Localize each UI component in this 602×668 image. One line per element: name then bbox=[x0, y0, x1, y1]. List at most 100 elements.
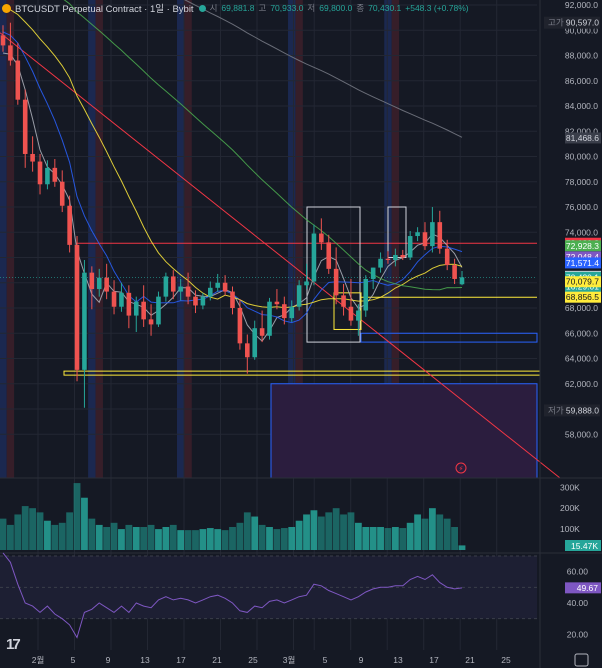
candle-body bbox=[311, 233, 317, 282]
candle bbox=[252, 320, 258, 360]
volume-bar bbox=[206, 528, 214, 550]
session-band bbox=[184, 0, 192, 478]
candle bbox=[148, 304, 154, 336]
time-tick-label: 9 bbox=[106, 655, 111, 665]
candle bbox=[30, 136, 35, 172]
candle-body bbox=[45, 167, 50, 185]
price-tick-label: 68,000.0 bbox=[565, 303, 598, 313]
price-label-bg bbox=[565, 251, 601, 263]
candle-body bbox=[200, 296, 206, 306]
candle-body bbox=[326, 242, 332, 269]
volume-bar bbox=[44, 520, 51, 550]
candle bbox=[185, 272, 191, 305]
candle-body bbox=[141, 301, 146, 320]
volume-bar bbox=[458, 545, 466, 550]
candle bbox=[385, 251, 391, 264]
volume-bar bbox=[414, 514, 421, 550]
price-tick-label: 84,000.0 bbox=[565, 101, 598, 111]
price-label-bg bbox=[565, 132, 601, 144]
lightning-alert-icon bbox=[455, 462, 467, 474]
time-tick-label: 25 bbox=[501, 655, 511, 665]
candle-body bbox=[8, 45, 13, 61]
candle-body bbox=[363, 278, 369, 311]
tradingview-logo-icon[interactable]: 17 bbox=[6, 636, 21, 653]
candle-body bbox=[348, 306, 354, 321]
volume-bar bbox=[347, 512, 355, 550]
candle-body bbox=[126, 292, 132, 316]
candle bbox=[393, 248, 398, 267]
bybit-logo-icon bbox=[2, 3, 11, 13]
candle bbox=[356, 304, 361, 336]
volume-bar bbox=[325, 512, 333, 550]
volume-bar bbox=[266, 527, 273, 550]
volume-bar bbox=[36, 512, 44, 550]
volume-bar bbox=[436, 514, 444, 550]
volume-bar bbox=[29, 508, 37, 550]
session-band bbox=[95, 0, 103, 478]
candle bbox=[304, 263, 309, 290]
candle bbox=[259, 310, 265, 343]
time-tick-label: 5 bbox=[323, 655, 328, 665]
candle bbox=[274, 289, 280, 310]
price-label-value: 72,928.3 bbox=[566, 241, 599, 251]
symbol-title[interactable]: BTCUSDT Perpetual Contract · 1일 · Bybit bbox=[15, 4, 194, 15]
volume-bar bbox=[354, 522, 362, 550]
candle-body bbox=[296, 285, 302, 307]
candle bbox=[333, 247, 339, 305]
time-tick-label: 9 bbox=[359, 655, 364, 665]
candle bbox=[378, 252, 383, 273]
candle-body bbox=[237, 308, 243, 344]
price-tick-label: 64,000.0 bbox=[565, 354, 598, 364]
candle-body bbox=[444, 248, 450, 266]
candle bbox=[67, 195, 72, 253]
candle-body bbox=[163, 276, 169, 297]
candle-body bbox=[0, 35, 6, 46]
candle-body bbox=[370, 267, 376, 279]
candle bbox=[407, 230, 413, 261]
candle-body bbox=[319, 233, 324, 243]
candle bbox=[267, 297, 272, 340]
candle bbox=[141, 285, 146, 327]
session-band bbox=[295, 0, 303, 478]
candle-body bbox=[252, 328, 258, 358]
price-tick-label: 74,000.0 bbox=[565, 227, 598, 237]
volume-last-bg bbox=[565, 540, 601, 551]
price-tick-label: 66,000.0 bbox=[565, 328, 598, 338]
time-tick-label: 25 bbox=[248, 655, 258, 665]
candle bbox=[326, 234, 332, 274]
candle-body bbox=[215, 282, 220, 288]
volume-bar bbox=[258, 524, 266, 550]
candle-body bbox=[378, 258, 383, 268]
candle bbox=[104, 263, 109, 300]
candle bbox=[289, 300, 295, 322]
candle bbox=[311, 224, 317, 286]
volume-last-label: 15.47K bbox=[571, 541, 598, 551]
volume-bar bbox=[229, 527, 236, 550]
candle bbox=[222, 275, 228, 296]
candle bbox=[59, 170, 65, 213]
price-label-name: 저가 bbox=[548, 405, 564, 415]
candle bbox=[363, 275, 369, 317]
candle bbox=[237, 299, 243, 350]
high-value: 70,933.0 bbox=[270, 3, 304, 13]
moving-average-line bbox=[184, 0, 463, 138]
candle bbox=[15, 42, 21, 105]
price-label-name: 고가 bbox=[548, 18, 564, 28]
price-tick-label: 58,000.0 bbox=[565, 429, 598, 439]
volume-bar bbox=[295, 520, 303, 550]
candle-body bbox=[170, 276, 176, 292]
candle bbox=[341, 284, 346, 316]
volume-bar bbox=[0, 518, 7, 550]
volume-bar bbox=[155, 529, 162, 550]
candle-body bbox=[119, 292, 124, 307]
volume-bar bbox=[243, 512, 251, 550]
candle-body bbox=[407, 236, 413, 258]
candle-body bbox=[400, 254, 406, 258]
time-tick-label: 3월 bbox=[283, 655, 296, 665]
session-band bbox=[6, 0, 15, 478]
candle bbox=[119, 282, 124, 312]
candle-body bbox=[274, 301, 280, 305]
volume-bar bbox=[140, 527, 148, 550]
volume-bar bbox=[310, 510, 318, 550]
